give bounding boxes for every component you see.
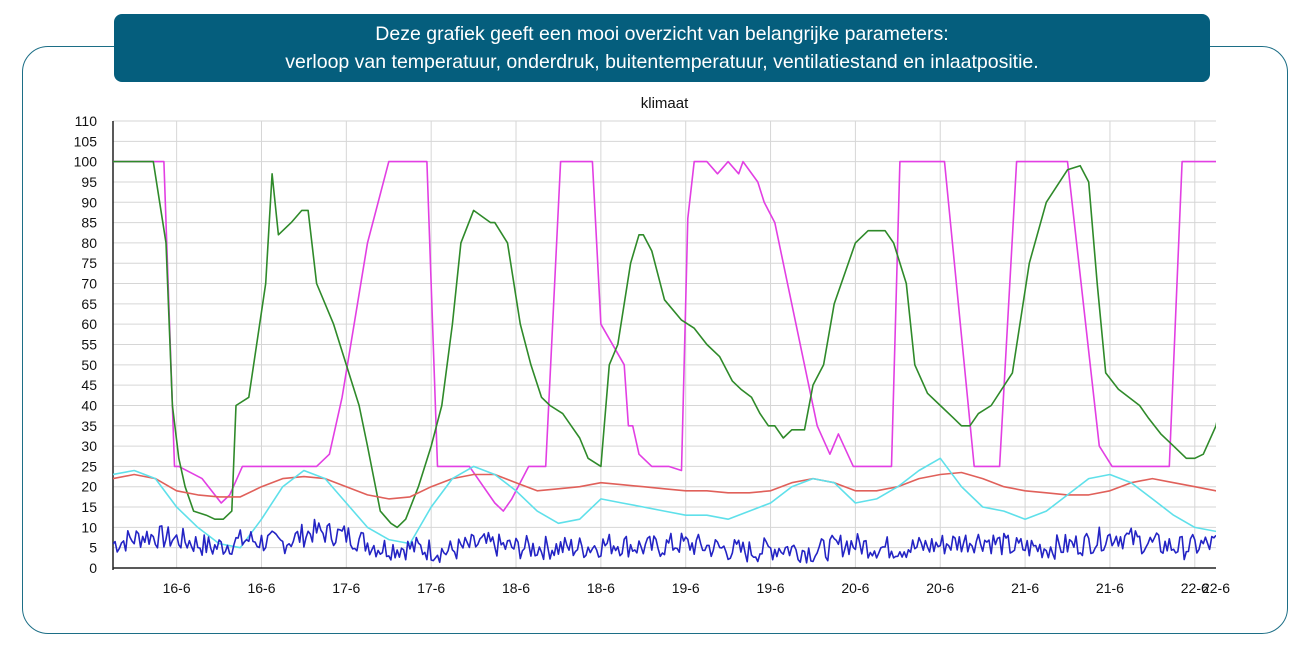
x-tick-label: 18-6 <box>502 580 530 596</box>
y-tick-label: 95 <box>81 174 97 190</box>
x-tick-label: 16-6 <box>163 580 191 596</box>
y-tick-label: 15 <box>81 499 97 515</box>
y-tick-label: 85 <box>81 215 97 231</box>
y-tick-label: 35 <box>81 418 97 434</box>
y-tick-label: 40 <box>81 397 97 413</box>
x-tick-label: 17-6 <box>332 580 360 596</box>
banner-line-1: Deze grafiek geeft een mooi overzicht va… <box>375 23 949 45</box>
y-tick-label: 10 <box>81 519 97 535</box>
chart-title: klimaat <box>641 95 689 112</box>
x-tick-label: 18-6 <box>587 580 615 596</box>
y-tick-label: 20 <box>81 479 97 495</box>
x-tick-label: 19-6 <box>757 580 785 596</box>
y-tick-label: 90 <box>81 194 97 210</box>
y-tick-label: 70 <box>81 276 97 292</box>
y-tick-label: 0 <box>89 560 97 576</box>
series-line-1 <box>113 160 1216 512</box>
y-tick-label: 55 <box>81 337 97 353</box>
y-tick-label: 75 <box>81 255 97 271</box>
x-tick-label: 17-6 <box>417 580 445 596</box>
x-tick-label: 19-6 <box>672 580 700 596</box>
y-tick-label: 50 <box>81 357 97 373</box>
banner-line-2: verloop van temperatuur, onderdruk, buit… <box>285 51 1039 73</box>
y-tick-label: 65 <box>81 296 97 312</box>
y-tick-label: 25 <box>81 458 97 474</box>
x-tick-label: 20-6 <box>926 580 954 596</box>
x-tick-label: 22-6 <box>1202 580 1230 596</box>
x-tick-label: 22-6 <box>1181 580 1209 596</box>
x-tick-label: 21-6 <box>1096 580 1124 596</box>
y-tick-label: 105 <box>74 133 98 149</box>
series-line-5 <box>113 518 1216 564</box>
x-tick-label: 16-6 <box>247 580 275 596</box>
y-tick-label: 30 <box>81 438 97 454</box>
y-tick-label: 60 <box>81 316 97 332</box>
y-tick-label: 80 <box>81 235 97 251</box>
x-tick-label: 20-6 <box>841 580 869 596</box>
series-line-2 <box>113 160 1216 529</box>
y-tick-label: 110 <box>75 113 98 129</box>
series-line-4 <box>113 457 1216 549</box>
y-tick-label: 45 <box>81 377 97 393</box>
y-tick-label: 5 <box>89 540 97 556</box>
description-banner: Deze grafiek geeft een mooi overzicht va… <box>114 14 1210 82</box>
y-tick-label: 100 <box>74 154 98 170</box>
x-tick-label: 21-6 <box>1011 580 1039 596</box>
